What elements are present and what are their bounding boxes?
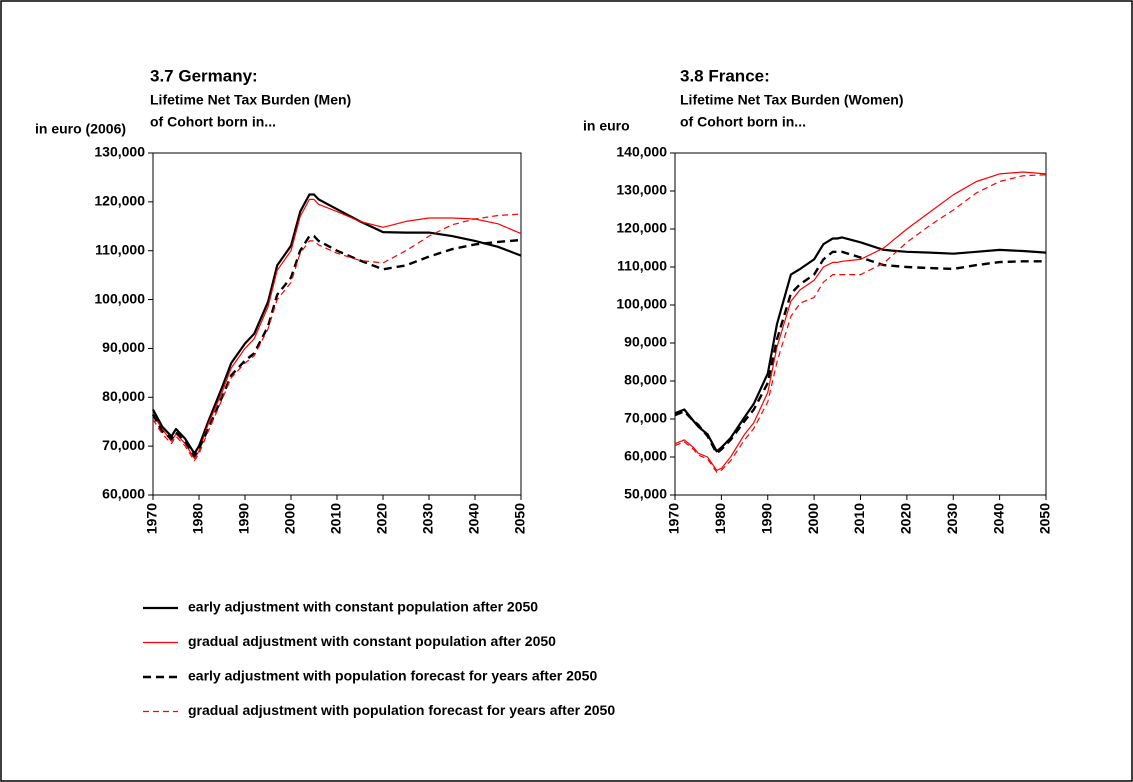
y-tick-label: 120,000 xyxy=(94,193,145,209)
chart-subtitle: of Cohort born in... xyxy=(680,114,806,130)
y-tick-label: 110,000 xyxy=(617,258,667,274)
x-tick-label: 2000 xyxy=(805,503,821,534)
y-axis-label: in euro xyxy=(583,118,630,134)
chart-subtitle: Lifetime Net Tax Burden (Men) xyxy=(150,92,351,108)
plot-frame xyxy=(152,152,522,496)
y-tick-label: 50,000 xyxy=(624,486,667,502)
x-tick-label: 2020 xyxy=(898,503,914,534)
legend-label: early adjustment with population forecas… xyxy=(188,668,597,684)
y-tick-label: 130,000 xyxy=(616,182,667,198)
legend-label: gradual adjustment with constant populat… xyxy=(188,633,556,649)
y-tick-label: 70,000 xyxy=(102,437,145,453)
chart-subtitle: of Cohort born in... xyxy=(150,114,276,130)
x-tick-label: 1970 xyxy=(144,503,160,534)
series-line xyxy=(152,193,522,455)
y-tick-label: 110,000 xyxy=(95,241,145,257)
x-tick-label: 2020 xyxy=(374,503,390,534)
x-tick-label: 1990 xyxy=(758,503,774,534)
x-tick-label: 2010 xyxy=(851,503,867,534)
series-line xyxy=(152,213,522,462)
y-tick-label: 70,000 xyxy=(624,410,667,426)
y-tick-label: 80,000 xyxy=(102,388,145,404)
x-tick-label: 1980 xyxy=(712,503,728,534)
series-line xyxy=(674,250,1046,455)
x-tick-label: 2030 xyxy=(420,503,436,534)
y-tick-label: 130,000 xyxy=(94,144,145,160)
y-axis-label: in euro (2006) xyxy=(35,121,126,137)
series-line xyxy=(152,198,522,459)
x-tick-label: 1990 xyxy=(236,503,252,534)
y-tick-label: 140,000 xyxy=(616,144,667,160)
y-tick-label: 100,000 xyxy=(616,296,667,312)
y-tick-label: 90,000 xyxy=(624,334,667,350)
x-tick-label: 2000 xyxy=(282,503,298,534)
x-tick-label: 2040 xyxy=(466,503,482,534)
x-tick-label: 2030 xyxy=(944,503,960,534)
x-tick-label: 2010 xyxy=(328,503,344,534)
series-line xyxy=(674,174,1047,473)
series-line xyxy=(151,234,522,458)
y-tick-label: 60,000 xyxy=(624,448,667,464)
legend-label: early adjustment with constant populatio… xyxy=(188,599,538,615)
series-line xyxy=(674,171,1047,471)
chart-title: 3.7 Germany: xyxy=(150,66,258,85)
legend-label: gradual adjustment with population forec… xyxy=(188,702,615,718)
chart-title: 3.8 France: xyxy=(680,66,770,85)
x-tick-label: 1980 xyxy=(190,503,206,534)
y-tick-label: 120,000 xyxy=(616,220,667,236)
x-tick-label: 1970 xyxy=(666,503,682,534)
y-tick-label: 90,000 xyxy=(102,339,145,355)
y-tick-label: 60,000 xyxy=(102,486,145,502)
plot-frame xyxy=(674,152,1047,496)
y-tick-label: 80,000 xyxy=(624,372,667,388)
x-tick-label: 2050 xyxy=(512,503,528,534)
x-tick-label: 2040 xyxy=(990,503,1006,534)
series-line xyxy=(674,236,1047,453)
x-tick-label: 2050 xyxy=(1037,503,1053,534)
y-tick-label: 100,000 xyxy=(94,290,145,306)
chart-subtitle: Lifetime Net Tax Burden (Women) xyxy=(680,92,904,108)
